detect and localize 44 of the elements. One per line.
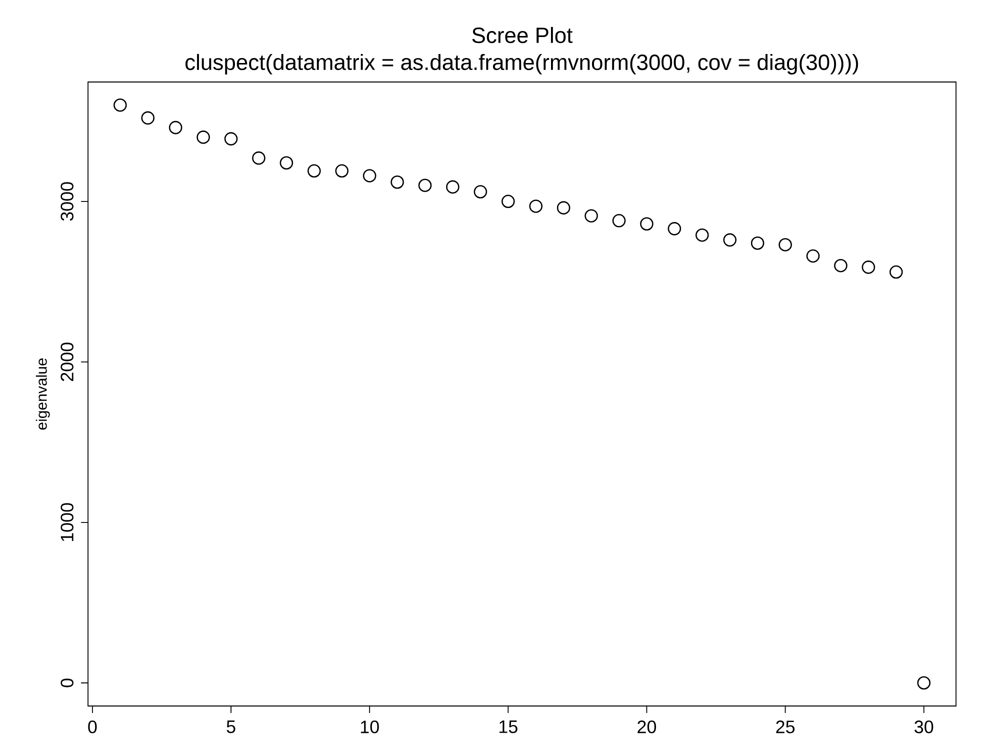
point xyxy=(862,260,876,274)
point xyxy=(141,111,155,125)
x-tick-label: 25 xyxy=(776,720,795,734)
point xyxy=(196,130,210,144)
point xyxy=(252,151,266,165)
point xyxy=(584,209,598,222)
point xyxy=(390,175,404,189)
point xyxy=(640,217,654,231)
y-tick-label: 3000 xyxy=(60,182,74,221)
point xyxy=(446,180,460,194)
point xyxy=(612,214,626,228)
point xyxy=(529,200,543,213)
point xyxy=(335,164,349,178)
point xyxy=(834,258,848,272)
chart-subtitle: cluspect(datamatrix = as.data.frame(rmvnorm(3000, cov = diag(30)))) xyxy=(185,54,858,74)
point xyxy=(114,98,127,112)
point xyxy=(474,185,488,198)
point xyxy=(750,236,764,250)
point xyxy=(418,178,432,192)
x-tick-label: 10 xyxy=(360,720,379,734)
point xyxy=(502,194,515,208)
point xyxy=(556,201,570,214)
chart-title: Scree Plot xyxy=(472,26,573,44)
x-tick-label: 30 xyxy=(914,720,934,734)
y-tick-label: 1000 xyxy=(60,503,74,542)
x-tick-label: 0 xyxy=(88,720,97,734)
y-tick-label: 0 xyxy=(60,678,74,688)
point xyxy=(362,169,376,182)
point xyxy=(224,132,238,146)
point xyxy=(280,156,294,170)
point xyxy=(917,676,931,690)
point xyxy=(308,164,321,178)
y-axis-title: eigenvalue xyxy=(36,358,50,430)
x-tick-label: 20 xyxy=(638,720,656,734)
point xyxy=(723,233,737,247)
point xyxy=(806,249,820,263)
x-tick-label: 15 xyxy=(500,720,518,734)
x-tick-label: 5 xyxy=(226,720,236,734)
y-tick-label: 2000 xyxy=(60,342,74,382)
point xyxy=(696,228,709,242)
point xyxy=(668,222,682,236)
point xyxy=(778,238,792,252)
point xyxy=(168,120,182,134)
point xyxy=(890,265,903,279)
